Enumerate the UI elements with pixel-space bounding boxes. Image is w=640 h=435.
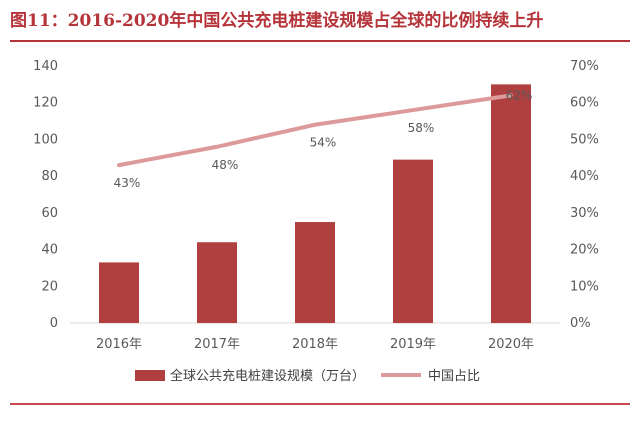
bar bbox=[491, 84, 531, 323]
x-tick-label: 2017年 bbox=[194, 337, 240, 352]
data-label: 62% bbox=[506, 88, 533, 102]
legend: 全球公共充电桩建设规模（万台） 中国占比 bbox=[135, 368, 480, 384]
y-tick-label: 120 bbox=[33, 96, 58, 111]
title-divider bbox=[10, 40, 630, 42]
bottom-divider bbox=[10, 403, 630, 405]
bar-series bbox=[99, 84, 531, 323]
x-tick-label: 2019年 bbox=[390, 337, 436, 352]
line-series bbox=[117, 93, 513, 168]
data-label: 58% bbox=[408, 121, 435, 135]
y2-tick-label: 0% bbox=[570, 316, 591, 331]
y2-tick-label: 40% bbox=[570, 169, 599, 184]
y-tick-label: 140 bbox=[33, 59, 58, 74]
y-tick-label: 0 bbox=[50, 316, 58, 331]
y2-tick-label: 60% bbox=[570, 96, 599, 111]
legend-swatch-bar bbox=[135, 370, 165, 381]
y-tick-label: 20 bbox=[41, 279, 58, 294]
share-line bbox=[117, 93, 513, 168]
figure-title: 图11：2016-2020年中国公共充电桩建设规模占全球的比例持续上升 bbox=[10, 11, 544, 31]
y2-tick-label: 50% bbox=[570, 132, 599, 147]
y2-tick-label: 10% bbox=[570, 279, 599, 294]
y-tick-label: 80 bbox=[41, 169, 58, 184]
bar bbox=[99, 262, 139, 323]
x-tick-label: 2020年 bbox=[488, 337, 534, 352]
legend-label-bar: 全球公共充电桩建设规模（万台） bbox=[170, 368, 365, 384]
data-label: 43% bbox=[114, 176, 141, 190]
x-tick-label: 2016年 bbox=[96, 337, 142, 352]
y-tick-label: 40 bbox=[41, 243, 58, 258]
bar bbox=[393, 159, 433, 323]
data-labels: 43% 48% 54% 58% 62% bbox=[114, 88, 533, 190]
bar bbox=[295, 222, 335, 323]
bar bbox=[197, 242, 237, 323]
y2-tick-label: 20% bbox=[570, 243, 599, 258]
data-label: 54% bbox=[310, 136, 337, 150]
y2-tick-label: 70% bbox=[570, 59, 599, 74]
y2-tick-label: 30% bbox=[570, 206, 599, 221]
chart-axes: 0 20 40 60 80 100 120 140 0% 10% 20% 30% 40% 50% 60% 70… bbox=[33, 59, 599, 352]
y-tick-label: 100 bbox=[33, 132, 58, 147]
legend-label-line: 中国占比 bbox=[428, 369, 480, 384]
x-tick-label: 2018年 bbox=[292, 337, 338, 352]
y-tick-label: 60 bbox=[41, 206, 58, 221]
data-label: 48% bbox=[212, 158, 239, 172]
